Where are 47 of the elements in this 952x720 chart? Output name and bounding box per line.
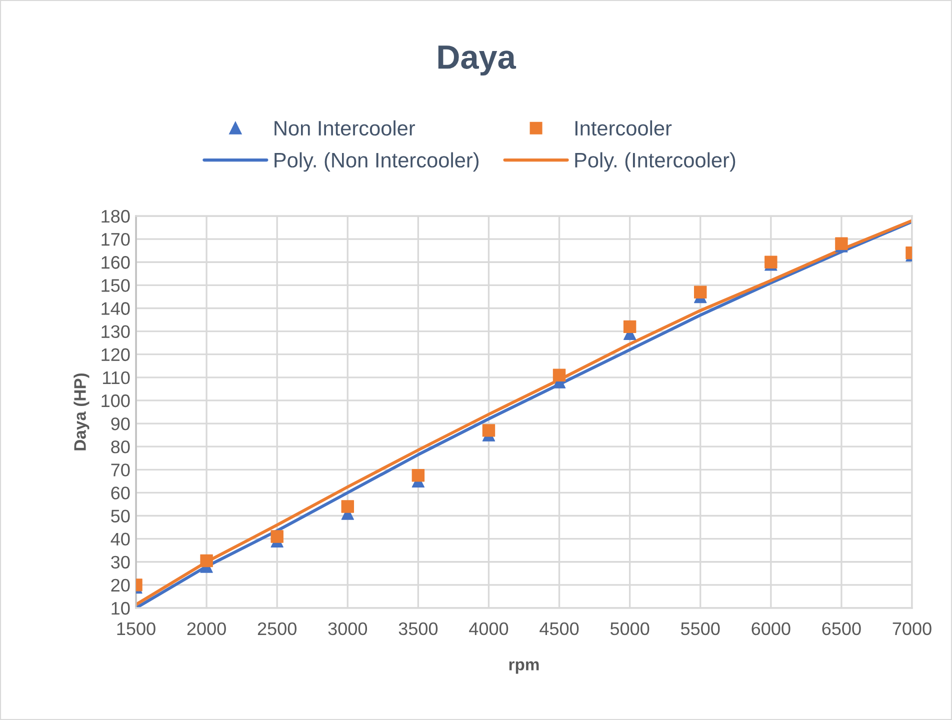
point (623, 320, 636, 334)
y-tick-label: 100 (102, 394, 130, 408)
point (764, 256, 778, 268)
point (552, 368, 566, 382)
point (835, 237, 848, 250)
y-tick-label: 150 (102, 279, 130, 292)
x-axis-title: rpm (509, 661, 539, 674)
chart-title: Daya (438, 46, 516, 76)
x-tick-label: 2000 (187, 622, 226, 636)
y-tick-label: 130 (102, 325, 130, 338)
y-tick-label: 110 (103, 371, 130, 384)
point (412, 469, 425, 482)
x-tick-label: 2500 (258, 622, 296, 636)
point (270, 530, 284, 543)
x-tick-label: 1500 (117, 622, 156, 636)
legend-label: Intercooler (575, 120, 672, 136)
legend-label: Non Intercooler (274, 120, 416, 136)
x-tick-label: 4500 (540, 622, 579, 636)
y-tick-label: 50 (111, 510, 130, 522)
y-tick-label: 40 (110, 532, 130, 546)
x-tick-label: 3000 (328, 622, 368, 636)
x-tick-label: 4000 (469, 622, 508, 636)
point (341, 500, 354, 513)
point (694, 286, 707, 298)
y-tick-label: 160 (102, 256, 130, 269)
y-tick-label: 30 (111, 556, 130, 569)
y-tick-label: 90 (111, 417, 130, 430)
x-tick-label: 5500 (681, 622, 720, 636)
y-tick-label: 180 (102, 210, 130, 223)
y-tick-label: 120 (102, 348, 130, 362)
y-tick-label: 60 (111, 486, 130, 500)
x-tick-label: 7000 (892, 622, 932, 636)
y-tick-label: 10 (112, 602, 130, 615)
legend-label: Poly. (Intercooler) (575, 152, 736, 172)
y-axis-title: Daya (HP) (74, 373, 90, 450)
x-tick-label: 3500 (398, 622, 438, 636)
x-tick-label: 6000 (752, 622, 790, 636)
y-tick-label: 20 (111, 578, 130, 592)
point (200, 554, 213, 568)
y-tick-label: 80 (111, 440, 130, 454)
legend-label: Poly. (Non Intercooler) (274, 152, 479, 172)
y-tick-label: 170 (102, 232, 130, 246)
y-tick-label: 70 (111, 464, 130, 476)
x-tick-label: 5000 (610, 622, 650, 636)
point (482, 424, 496, 437)
x-tick-label: 6500 (822, 622, 861, 636)
y-tick-label: 140 (102, 302, 130, 315)
